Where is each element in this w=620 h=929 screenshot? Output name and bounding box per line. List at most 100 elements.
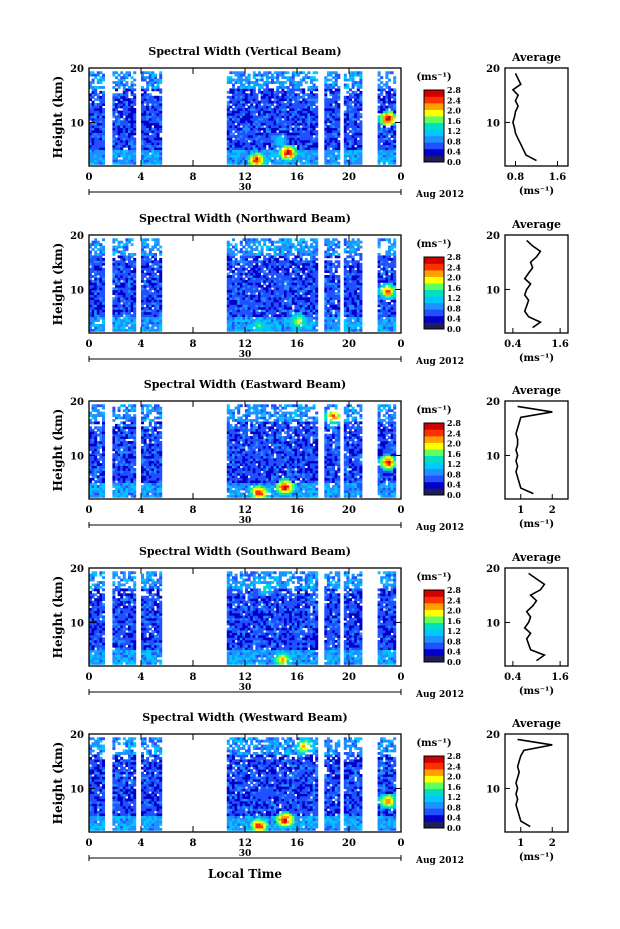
heatmap-cell: [268, 149, 272, 153]
heatmap-cell: [143, 125, 147, 129]
heatmap-cell: [349, 287, 352, 291]
heatmap-cell: [388, 71, 391, 75]
heatmap-cell: [143, 120, 147, 124]
heatmap-cell: [380, 147, 384, 151]
heatmap-cell: [289, 149, 293, 153]
heatmap-cell: [117, 304, 121, 308]
heatmap-cell: [242, 115, 246, 119]
heatmap-cell: [263, 294, 267, 298]
heatmap-cell: [324, 275, 328, 278]
heatmap-cell: [122, 73, 126, 77]
heatmap-cell: [141, 120, 144, 124]
heatmap-cell: [302, 108, 306, 111]
heatmap-cell: [346, 110, 350, 114]
heatmap-cell: [151, 100, 155, 104]
heatmap-cell: [146, 83, 150, 87]
heatmap-cell: [242, 314, 246, 318]
heatmap-cell: [310, 105, 313, 109]
heatmap-cell: [226, 157, 230, 160]
heatmap-cell: [128, 321, 131, 325]
heatmap-cell: [354, 289, 358, 293]
heatmap-cell: [260, 289, 264, 293]
heatmap-cell: [299, 127, 303, 131]
heatmap-cell: [337, 326, 341, 330]
x-tick-label: 0: [86, 172, 93, 183]
heatmap-cell: [146, 265, 150, 269]
heatmap-cell: [154, 260, 157, 264]
heatmap-cell: [271, 112, 274, 116]
heatmap-cell: [148, 149, 152, 153]
heatmap-cell: [297, 139, 300, 143]
heatmap-cell: [154, 314, 157, 318]
heatmap-cell: [324, 90, 328, 94]
date-label: Aug 2012: [415, 190, 464, 200]
heatmap-cell: [255, 257, 259, 261]
heatmap-cell: [315, 243, 319, 247]
heatmap-cell: [159, 103, 163, 106]
heatmap-cell: [141, 157, 144, 160]
heatmap-cell: [263, 130, 267, 133]
heatmap-cell: [143, 159, 147, 163]
heatmap-cell: [260, 279, 264, 283]
heatmap-cell: [351, 245, 355, 249]
heatmap-cell: [354, 137, 358, 141]
heatmap-cell: [265, 81, 269, 84]
heatmap-cell: [265, 284, 269, 288]
heatmap-cell: [125, 287, 129, 291]
heatmap-cell: [393, 159, 397, 163]
heatmap-cell: [286, 272, 290, 276]
heatmap-cell: [307, 130, 311, 133]
heatmap-cell: [273, 154, 277, 158]
heatmap-cell: [315, 282, 319, 286]
heatmap-cell: [112, 73, 116, 77]
heatmap-cell: [151, 321, 155, 325]
heatmap-cell: [122, 272, 126, 276]
heatmap-cell: [276, 76, 280, 80]
heatmap-cell: [278, 137, 282, 141]
heatmap-cell: [146, 157, 150, 160]
heatmap-cell: [337, 311, 341, 315]
heatmap-cell: [255, 253, 259, 256]
panel-title: Spectral Width (Northward Beam): [139, 212, 351, 225]
heatmap-cell: [297, 294, 300, 298]
heatmap-cell: [239, 108, 243, 111]
heatmap-cell: [326, 306, 330, 310]
heatmap-cell: [315, 289, 319, 293]
heatmap-cell: [297, 103, 300, 106]
heatmap-cell: [349, 137, 352, 141]
heatmap-cell: [271, 139, 274, 143]
heatmap-cell: [125, 71, 129, 75]
heatmap-cell: [128, 277, 131, 281]
heatmap-cell: [247, 321, 251, 325]
heatmap-cell: [148, 311, 152, 315]
heatmap-cell: [278, 159, 282, 163]
heatmap-cell: [349, 272, 352, 276]
heatmap-cell: [148, 95, 152, 99]
heatmap-cell: [299, 250, 303, 254]
heatmap-cell: [151, 311, 155, 315]
heatmap-cell: [356, 105, 360, 109]
heatmap-cell: [232, 282, 235, 286]
heatmap-cell: [278, 83, 282, 87]
heatmap-cell: [271, 255, 274, 259]
heatmap-cell: [146, 321, 150, 325]
heatmap-cell: [148, 117, 152, 121]
heatmap-cell: [307, 245, 311, 249]
heatmap-cell: [278, 125, 282, 129]
heatmap-cell: [337, 105, 341, 109]
heatmap-cell: [159, 282, 163, 286]
heatmap-cell: [294, 135, 298, 138]
heatmap-cell: [297, 324, 300, 327]
heatmap-cell: [284, 297, 287, 300]
heatmap-cell: [393, 149, 397, 153]
heatmap-cell: [232, 319, 235, 322]
heatmap-cell: [258, 279, 261, 283]
heatmap-cell: [334, 125, 338, 129]
heatmap-cell: [252, 88, 256, 92]
heatmap-cell: [359, 86, 363, 89]
heatmap-cell: [159, 110, 163, 114]
heatmap-cell: [299, 142, 303, 146]
heatmap-cell: [310, 117, 313, 121]
heatmap-cell: [324, 120, 328, 124]
heatmap-cell: [130, 137, 134, 141]
